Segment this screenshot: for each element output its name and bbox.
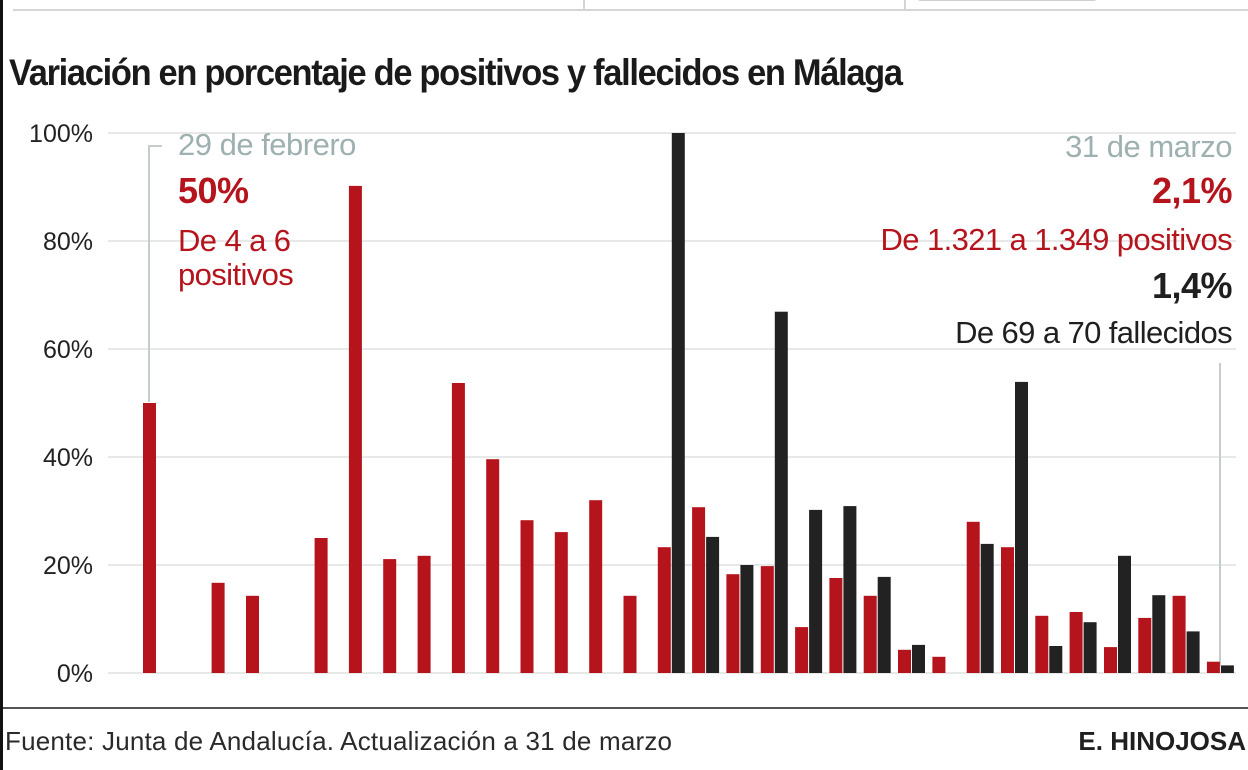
bar-fallecidos [774, 311, 788, 673]
start-pct-label: 50% [178, 170, 249, 211]
bar-positivos [1172, 595, 1186, 673]
bar-positivos [1104, 647, 1117, 673]
bar-positivos [417, 555, 431, 673]
bar-positivos [1206, 661, 1220, 673]
y-tick-label: 0% [57, 660, 93, 688]
bar-positivos [898, 649, 911, 673]
start-text-line1: De 4 a 6 [178, 223, 291, 258]
bar-positivos [143, 403, 156, 673]
bar-positivos [520, 520, 534, 673]
bar-fallecidos [1220, 665, 1234, 673]
bar-positivos [623, 595, 637, 673]
bar-fallecidos [1186, 631, 1200, 673]
bar-positivos [692, 507, 706, 673]
start-date-label: 29 de febrero [178, 127, 356, 162]
bar-fallecidos [843, 506, 857, 673]
bar-positivos [348, 185, 362, 673]
end-pct-positivos: 2,1% [1151, 170, 1233, 211]
bar-fallecidos [740, 565, 754, 673]
bar-fallecidos [1152, 595, 1166, 673]
bar-positivos [486, 459, 500, 673]
bar-positivos [829, 578, 843, 673]
bar-positivos [554, 532, 568, 673]
bar-fallecidos [1015, 381, 1028, 673]
y-axis-ticks: 0% 20% 40% 60% 80% 100% [29, 120, 93, 688]
bar-fallecidos [912, 644, 925, 673]
bar-positivos [383, 559, 397, 673]
author-credit: E. HINOJOSA [1078, 726, 1246, 756]
bars [143, 133, 1234, 673]
end-date-label: 31 de marzo [1065, 129, 1232, 164]
bar-positivos [211, 582, 225, 673]
bar-positivos [932, 656, 946, 673]
end-pct-fallecidos: 1,4% [1151, 265, 1233, 306]
bar-positivos [760, 566, 774, 673]
y-tick-label: 40% [43, 444, 93, 472]
y-tick-label: 100% [29, 120, 93, 148]
chart-title: Variación en porcentaje de positivos y f… [9, 52, 903, 93]
top-divider-tick [583, 0, 585, 10]
bar-positivos [657, 547, 671, 673]
end-text-fallecidos: De 69 a 70 fallecidos [955, 315, 1233, 350]
bar-fallecidos [1049, 646, 1063, 673]
y-tick-label: 80% [43, 228, 93, 256]
bar-positivos [1069, 612, 1083, 673]
bar-positivos [1035, 615, 1049, 673]
bar-positivos [966, 521, 980, 673]
bar-positivos [863, 595, 877, 673]
end-text-positivos: De 1.321 a 1.349 positivos [880, 222, 1233, 257]
start-text-line2: positivos [178, 257, 294, 292]
top-divider [13, 9, 1248, 11]
bar-fallecidos [706, 536, 720, 673]
bar-fallecidos [980, 543, 994, 673]
bar-positivos [246, 595, 259, 673]
bar-fallecidos [809, 509, 823, 673]
bar-positivos [1001, 547, 1014, 673]
bar-fallecidos [1083, 622, 1097, 673]
footer-divider [3, 707, 1248, 709]
y-tick-label: 20% [43, 552, 93, 580]
bar-fallecidos [1118, 555, 1131, 673]
bar-fallecidos [877, 576, 891, 673]
source-note: Fuente: Junta de Andalucía. Actualizació… [5, 726, 673, 756]
bar-positivos [726, 574, 740, 673]
bar-positivos [314, 538, 328, 673]
bar-positivos [451, 383, 465, 673]
y-tick-label: 60% [43, 336, 93, 364]
top-divider-tick [904, 0, 906, 10]
bar-positivos [1138, 617, 1152, 673]
bar-fallecidos [671, 133, 685, 673]
frame-left-border [0, 0, 3, 770]
bar-positivos [589, 500, 603, 673]
bar-positivos [795, 627, 809, 673]
